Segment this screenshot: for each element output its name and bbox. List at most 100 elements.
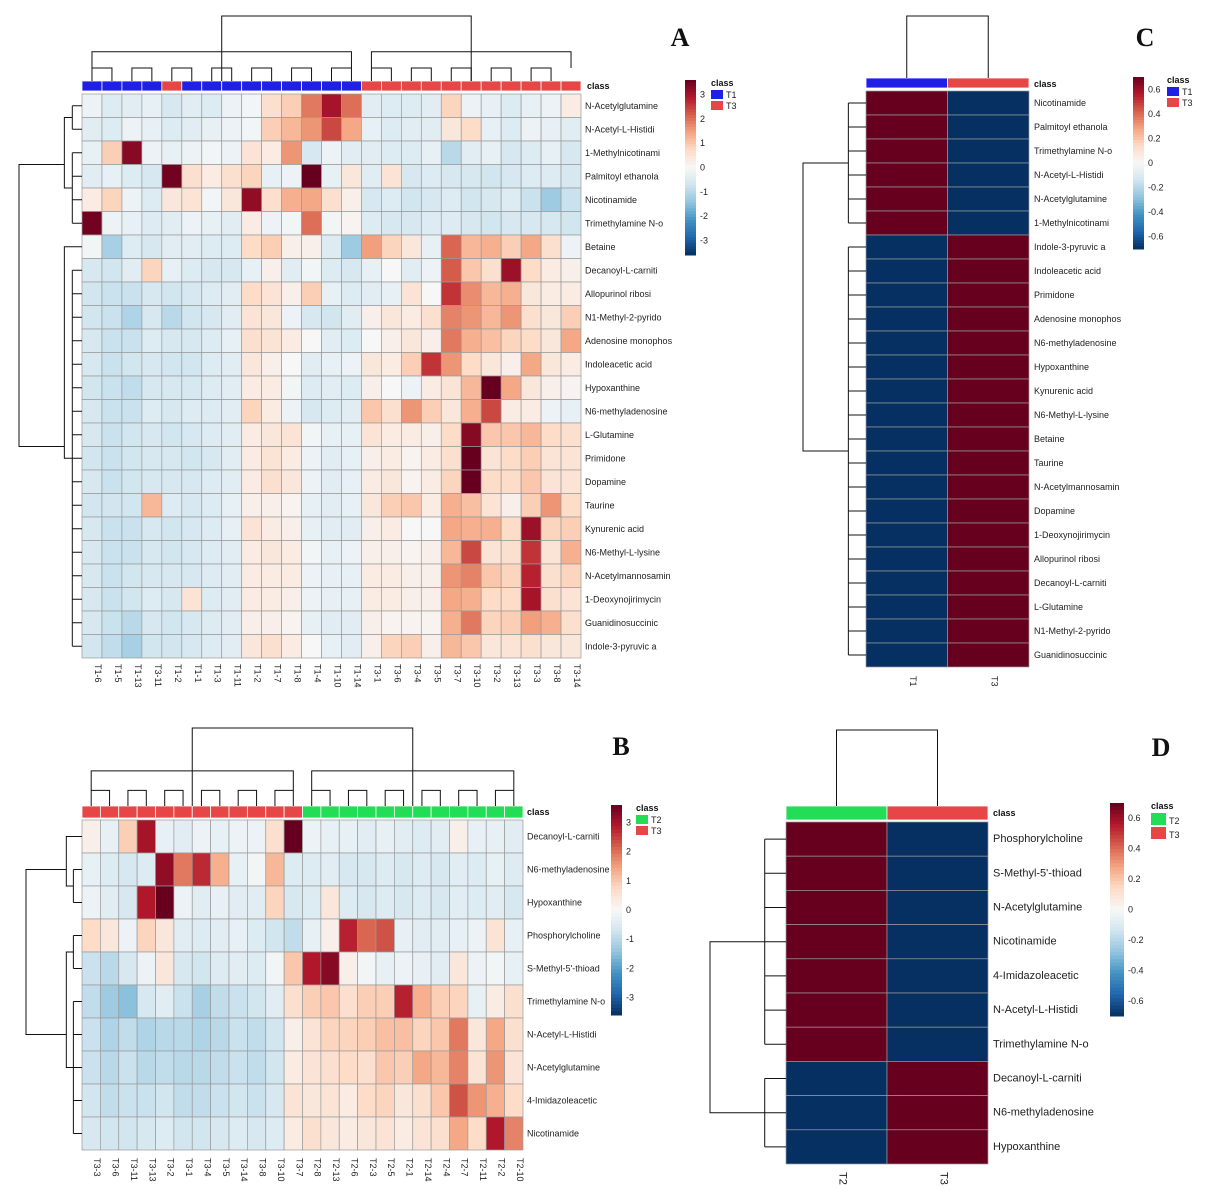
heatmap-cell bbox=[430, 852, 450, 887]
heatmap-cell bbox=[320, 1017, 340, 1052]
heatmap-cell bbox=[221, 587, 243, 612]
heatmap-cell bbox=[440, 258, 462, 283]
heatmap-cell bbox=[401, 211, 422, 236]
class-label: class bbox=[1034, 79, 1057, 89]
color-scale-segment bbox=[1133, 142, 1144, 147]
heatmap-cell bbox=[460, 305, 482, 330]
class-bar-cell bbox=[341, 80, 362, 92]
heatmap-cell bbox=[467, 885, 487, 920]
heatmap-cell bbox=[500, 446, 522, 471]
heatmap-cell bbox=[81, 422, 103, 447]
heatmap-cell bbox=[141, 399, 163, 424]
heatmap-cell bbox=[560, 563, 582, 588]
heatmap-cell bbox=[394, 885, 414, 920]
color-scale-segment bbox=[1133, 82, 1144, 87]
column-label: T1-2 bbox=[173, 664, 183, 683]
column-label: T3-4 bbox=[202, 1158, 212, 1177]
color-scale-segment bbox=[1110, 810, 1124, 815]
heatmap-cell bbox=[118, 1050, 138, 1085]
color-scale-segment bbox=[685, 249, 696, 253]
heatmap-cell bbox=[321, 258, 342, 283]
column-label: T3-13 bbox=[512, 664, 522, 688]
heatmap-cell bbox=[201, 258, 223, 283]
heatmap-cell bbox=[865, 546, 948, 572]
heatmap-cell bbox=[394, 1083, 414, 1118]
heatmap-cell bbox=[500, 352, 522, 377]
heatmap-cell bbox=[320, 951, 340, 986]
color-scale-segment bbox=[1110, 866, 1124, 871]
color-scale-segment bbox=[1133, 125, 1144, 130]
heatmap-cell bbox=[341, 610, 362, 635]
heatmap-cell bbox=[101, 281, 123, 306]
heatmap-cell bbox=[241, 328, 262, 353]
column-dendrogram-branch bbox=[311, 770, 515, 806]
heatmap-cell bbox=[265, 951, 285, 986]
heatmap-cell bbox=[201, 211, 223, 236]
heatmap-cell bbox=[886, 1061, 989, 1096]
heatmap-cell bbox=[141, 352, 163, 377]
heatmap-cell bbox=[321, 399, 342, 424]
heatmap-cell bbox=[161, 516, 183, 541]
heatmap-cell bbox=[141, 117, 163, 142]
heatmap-cell bbox=[886, 821, 989, 857]
heatmap-cell bbox=[440, 634, 462, 659]
heatmap-cell bbox=[449, 918, 469, 953]
heatmap-cell bbox=[118, 819, 138, 854]
heatmap-cell bbox=[381, 305, 402, 330]
heatmap-cell bbox=[101, 305, 123, 330]
heatmap-cell bbox=[430, 1083, 450, 1118]
color-scale-segment bbox=[685, 132, 696, 136]
heatmap-cell bbox=[375, 1050, 395, 1085]
heatmap-cell bbox=[381, 117, 402, 142]
heatmap-cell bbox=[321, 93, 342, 118]
row-label: Indoleacetic acid bbox=[1034, 266, 1101, 276]
heatmap-cell bbox=[420, 375, 442, 400]
heatmap-cell bbox=[181, 399, 203, 424]
heatmap-cell bbox=[201, 305, 223, 330]
class-bar-cell bbox=[338, 805, 359, 819]
heatmap-cell bbox=[221, 375, 243, 400]
color-scale-segment bbox=[1133, 211, 1144, 216]
heatmap-cell bbox=[121, 328, 143, 353]
heatmap-cell bbox=[265, 984, 285, 1019]
column-dendrogram-branch bbox=[370, 51, 572, 81]
heatmap-cell bbox=[460, 117, 482, 142]
heatmap-cell bbox=[301, 352, 322, 377]
heatmap-cell bbox=[81, 984, 101, 1019]
heatmap-cell bbox=[121, 281, 143, 306]
heatmap-cell bbox=[261, 305, 282, 330]
heatmap-cell bbox=[141, 234, 163, 259]
color-scale-tick: -1 bbox=[626, 934, 634, 944]
color-scale-segment bbox=[685, 214, 696, 218]
heatmap-cell bbox=[121, 140, 143, 165]
color-scale-segment bbox=[685, 120, 696, 125]
heatmap-cell bbox=[420, 234, 442, 259]
color-scale-segment bbox=[611, 840, 622, 844]
heatmap-cell bbox=[357, 1116, 377, 1151]
heatmap-cell bbox=[341, 305, 362, 330]
heatmap-cell bbox=[321, 352, 342, 377]
row-label: Palmitoyl ethanola bbox=[1034, 122, 1108, 132]
class-bar-cell bbox=[540, 80, 562, 92]
color-scale-segment bbox=[1133, 85, 1144, 89]
heatmap-cell bbox=[947, 234, 1030, 260]
column-label: T2-11 bbox=[478, 1158, 488, 1181]
row-label: N-Acetylmannosamin bbox=[1034, 482, 1120, 492]
color-scale-segment bbox=[1110, 973, 1124, 978]
heatmap-cell bbox=[320, 1116, 340, 1151]
heatmap-cell bbox=[520, 258, 542, 283]
row-label: 1-Deoxynojirimycin bbox=[585, 594, 661, 604]
heatmap-cell bbox=[301, 117, 322, 142]
heatmap-cell bbox=[865, 354, 948, 380]
class-bar-cell bbox=[430, 805, 450, 819]
heatmap-cell bbox=[467, 951, 487, 986]
row-label: Decanoyl-L-carniti bbox=[585, 265, 658, 275]
heatmap-cell bbox=[394, 1017, 414, 1052]
column-label: T3 bbox=[989, 676, 999, 687]
heatmap-cell bbox=[449, 819, 469, 854]
heatmap-cell bbox=[357, 1083, 377, 1118]
heatmap-cell bbox=[480, 399, 502, 424]
color-scale-segment bbox=[611, 934, 622, 939]
heatmap-cell bbox=[341, 140, 362, 165]
heatmap-cell bbox=[321, 563, 342, 588]
